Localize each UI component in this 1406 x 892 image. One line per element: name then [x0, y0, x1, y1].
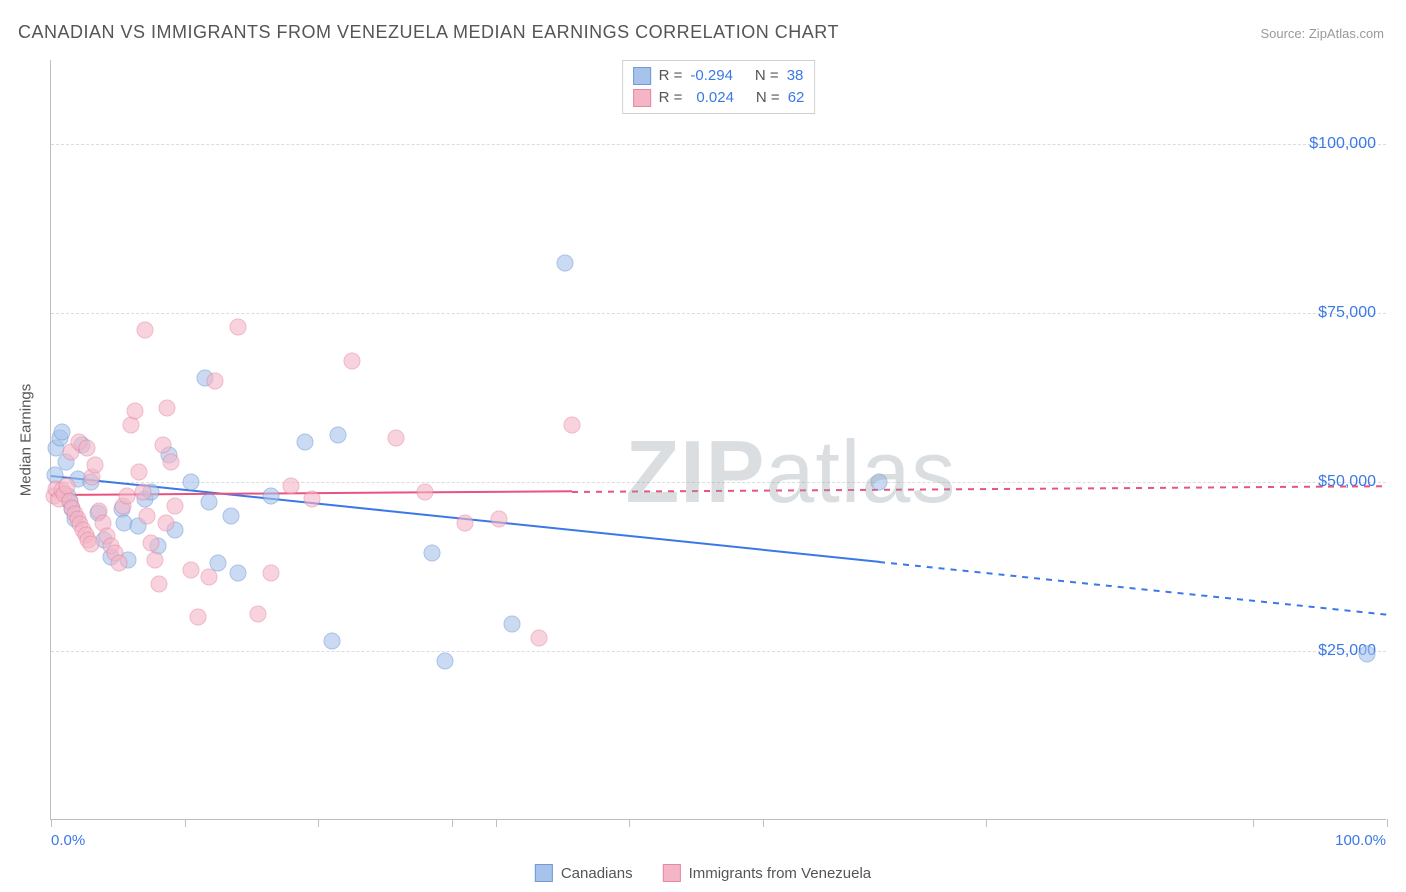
data-point-venezuela: [189, 609, 206, 626]
watermark-light: atlas: [765, 422, 956, 521]
plot-area: R = -0.294 N = 38 R = 0.024 N = 62 ZIPat…: [50, 60, 1386, 820]
gridline: [51, 651, 1386, 652]
data-point-canadians: [230, 565, 247, 582]
data-point-venezuela: [250, 605, 267, 622]
data-point-venezuela: [387, 430, 404, 447]
data-point-venezuela: [147, 551, 164, 568]
n-label: N =: [756, 87, 780, 109]
correlation-legend: R = -0.294 N = 38 R = 0.024 N = 62: [622, 60, 816, 114]
x-tick: [185, 819, 186, 827]
x-tick: [1387, 819, 1388, 827]
chart-title: CANADIAN VS IMMIGRANTS FROM VENEZUELA ME…: [18, 22, 839, 43]
r-label: R =: [659, 87, 683, 109]
data-point-venezuela: [167, 497, 184, 514]
data-point-venezuela: [303, 491, 320, 508]
data-point-venezuela: [135, 484, 152, 501]
data-point-venezuela: [119, 487, 136, 504]
legend-label-venezuela: Immigrants from Venezuela: [689, 865, 872, 882]
data-point-venezuela: [263, 565, 280, 582]
data-point-venezuela: [417, 484, 434, 501]
x-tick: [1253, 819, 1254, 827]
data-point-venezuela: [207, 372, 224, 389]
legend-row-canadians: R = -0.294 N = 38: [633, 65, 805, 87]
y-tick-label: $100,000: [1309, 135, 1376, 153]
data-point-venezuela: [283, 477, 300, 494]
data-point-venezuela: [131, 464, 148, 481]
data-point-venezuela: [59, 477, 76, 494]
data-point-canadians: [263, 487, 280, 504]
data-point-venezuela: [139, 508, 156, 525]
data-point-canadians: [557, 254, 574, 271]
data-point-venezuela: [159, 399, 176, 416]
data-point-canadians: [183, 474, 200, 491]
data-point-canadians: [200, 494, 217, 511]
swatch-canadians: [633, 67, 651, 85]
data-point-canadians: [871, 474, 888, 491]
watermark: ZIPatlas: [625, 421, 956, 523]
data-point-venezuela: [457, 514, 474, 531]
trendline: [572, 485, 1387, 493]
swatch-venezuela: [663, 864, 681, 882]
data-point-venezuela: [530, 629, 547, 646]
legend-item-canadians: Canadians: [535, 864, 633, 882]
x-tick: [629, 819, 630, 827]
data-point-venezuela: [79, 440, 96, 457]
legend-row-venezuela: R = 0.024 N = 62: [633, 87, 805, 109]
data-point-canadians: [1358, 646, 1375, 663]
y-axis-title: Median Earnings: [18, 384, 35, 497]
n-label: N =: [755, 65, 779, 87]
data-point-venezuela: [87, 457, 104, 474]
r-label: R =: [659, 65, 683, 87]
data-point-canadians: [296, 433, 313, 450]
swatch-canadians: [535, 864, 553, 882]
gridline: [51, 313, 1386, 314]
x-tick: [452, 819, 453, 827]
legend-item-venezuela: Immigrants from Venezuela: [663, 864, 872, 882]
data-point-canadians: [437, 653, 454, 670]
data-point-canadians: [53, 423, 70, 440]
x-tick: [51, 819, 52, 827]
y-tick-label: $75,000: [1318, 304, 1376, 322]
n-value-canadians: 38: [787, 65, 804, 87]
data-point-venezuela: [83, 536, 100, 553]
data-point-venezuela: [151, 575, 168, 592]
x-tick-label: 100.0%: [1335, 832, 1386, 849]
data-point-venezuela: [163, 453, 180, 470]
x-tick-label: 0.0%: [51, 832, 85, 849]
watermark-bold: ZIP: [625, 422, 765, 521]
data-point-venezuela: [230, 318, 247, 335]
data-point-venezuela: [200, 568, 217, 585]
data-point-canadians: [503, 616, 520, 633]
data-point-venezuela: [343, 352, 360, 369]
n-value-venezuela: 62: [788, 87, 805, 109]
r-value-canadians: -0.294: [690, 65, 733, 87]
source-label: Source: ZipAtlas.com: [1260, 26, 1384, 41]
data-point-venezuela: [157, 514, 174, 531]
gridline: [51, 144, 1386, 145]
legend-label-canadians: Canadians: [561, 865, 633, 882]
data-point-venezuela: [127, 403, 144, 420]
x-tick: [318, 819, 319, 827]
data-point-canadians: [223, 508, 240, 525]
data-point-venezuela: [155, 437, 172, 454]
x-tick: [763, 819, 764, 827]
trendline: [879, 561, 1387, 616]
y-tick-label: $50,000: [1318, 473, 1376, 491]
data-point-venezuela: [136, 322, 153, 339]
data-point-canadians: [330, 426, 347, 443]
x-tick: [496, 819, 497, 827]
data-point-venezuela: [564, 416, 581, 433]
gridline: [51, 482, 1386, 483]
data-point-venezuela: [183, 562, 200, 579]
data-point-canadians: [323, 632, 340, 649]
data-point-venezuela: [143, 535, 160, 552]
x-tick: [986, 819, 987, 827]
swatch-venezuela: [633, 89, 651, 107]
data-point-venezuela: [111, 555, 128, 572]
data-point-canadians: [423, 545, 440, 562]
r-value-venezuela: 0.024: [690, 87, 734, 109]
series-legend: Canadians Immigrants from Venezuela: [535, 864, 871, 882]
data-point-venezuela: [490, 511, 507, 528]
